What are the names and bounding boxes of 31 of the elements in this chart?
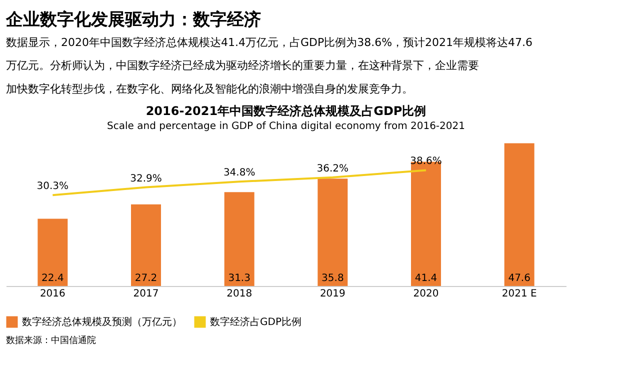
chart-subtitle: Scale and percentage in GDP of China digital economy from 2016-2021 (107, 121, 465, 132)
bar (38, 218, 68, 286)
x-tick-label: 2016 (40, 288, 66, 300)
x-tick-label: 2018 (226, 288, 252, 300)
source-note: 数据来源：中国信通院 (6, 335, 96, 346)
data-label: 47.6 (508, 273, 530, 284)
bar (318, 178, 348, 286)
data-label: 31.3 (228, 273, 250, 284)
x-tick-label: 2021 E (502, 288, 537, 300)
bar (504, 143, 534, 286)
bar (224, 192, 254, 286)
legend-label: 数字经济占GDP比例 (210, 316, 302, 328)
legend-label: 数字经济总体规模及预测（万亿元） (22, 316, 182, 328)
text: 数据显示，2020年中国数字经济总体规模达41.4万亿元，占GDP比例为38.6%，预计2021年规模将达47.6 (6, 36, 533, 50)
bar (131, 204, 161, 286)
text: 企业数字化发展驱动力：数字经济 (5, 10, 261, 30)
data-label: 30.3% (36, 181, 69, 192)
x-tick-label: 2017 (133, 288, 159, 300)
x-tick-label: 2020 (413, 288, 439, 300)
data-label: 27.2 (134, 273, 158, 284)
text: 加快数字化转型步伐，在数字化、网络化及智能化的浪潮中增强自身的发展竞争力。 (6, 82, 413, 96)
text: 万亿元。分析师认为，中国数字经济已经成为驱动经济增长的重要力量，在这种背景下，企业需要 (6, 59, 479, 72)
data-label: 38.6% (410, 156, 442, 168)
data-label: 41.4 (414, 273, 438, 284)
data-label: 35.8 (322, 273, 344, 284)
data-label: 36.2% (316, 163, 349, 174)
data-label: 34.8% (223, 168, 256, 179)
chart-title: 2016-2021年中国数字经济总体规模及占GDP比例 (146, 104, 426, 118)
data-label: 22.4 (42, 273, 64, 284)
data-label: 32.9% (130, 173, 162, 184)
x-tick-label: 2019 (320, 288, 346, 300)
